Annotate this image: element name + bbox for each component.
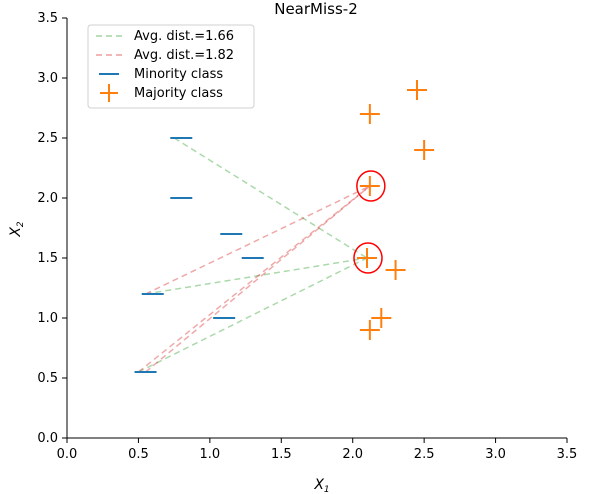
distance-line — [137, 185, 371, 373]
highlight-circle — [353, 242, 383, 274]
x-tick-label: 2.5 — [414, 447, 435, 462]
x-tick-label: 1.5 — [271, 447, 292, 462]
distance-line — [145, 185, 371, 373]
data-points — [134, 80, 435, 373]
distance-line — [138, 257, 368, 373]
y-tick-label: 3.0 — [37, 71, 58, 86]
chart-title: NearMiss-2 — [274, 0, 358, 18]
majority-point — [359, 320, 380, 340]
y-tick-label: 2.0 — [37, 191, 58, 206]
legend-marker-majority — [100, 84, 118, 102]
distance-line — [145, 185, 371, 295]
legend-label-red: Avg. dist.=1.82 — [134, 48, 234, 63]
highlight-circle — [356, 170, 386, 202]
y-tick-label: 1.5 — [37, 251, 58, 266]
legend: Avg. dist.=1.66 Avg. dist.=1.82 Minority… — [87, 24, 255, 109]
y-tick-label: 2.5 — [37, 131, 58, 146]
y-tick-label: 3.5 — [37, 11, 58, 26]
highlight-circles — [353, 170, 386, 274]
x-tick-label: 0.5 — [128, 447, 149, 462]
x-tick-label: 0.0 — [57, 447, 78, 462]
majority-point — [407, 80, 427, 100]
x-axis-label: X1 — [313, 477, 329, 494]
distance-lines — [137, 137, 371, 373]
legend-label-green: Avg. dist.=1.66 — [134, 29, 234, 44]
majority-point — [359, 104, 380, 124]
y-tick-label: 0.5 — [37, 371, 58, 386]
distance-line — [145, 257, 368, 295]
distance-line — [173, 137, 368, 259]
legend-box — [87, 24, 255, 109]
majority-point — [371, 308, 392, 328]
majority-point — [414, 140, 435, 160]
x-tick-label: 1.0 — [200, 447, 221, 462]
y-tick-label: 0.0 — [37, 431, 58, 446]
majority-point — [359, 176, 380, 196]
y-axis-label: X2 — [8, 221, 26, 238]
legend-label-majority: Majority class — [134, 86, 223, 101]
y-tick-label: 1.0 — [37, 311, 58, 326]
x-tick-label: 3.5 — [557, 447, 578, 462]
legend-label-minority: Minority class — [134, 67, 223, 82]
axes: 0.0 0.5 1.0 1.5 2.0 2.5 3.0 3.5 0.0 0.5 1.0 1.5 2.0 2… — [37, 11, 577, 462]
majority-point — [385, 260, 406, 280]
majority-point — [357, 248, 377, 268]
x-tick-label: 2.0 — [342, 447, 363, 462]
x-tick-label: 3.0 — [485, 447, 506, 462]
